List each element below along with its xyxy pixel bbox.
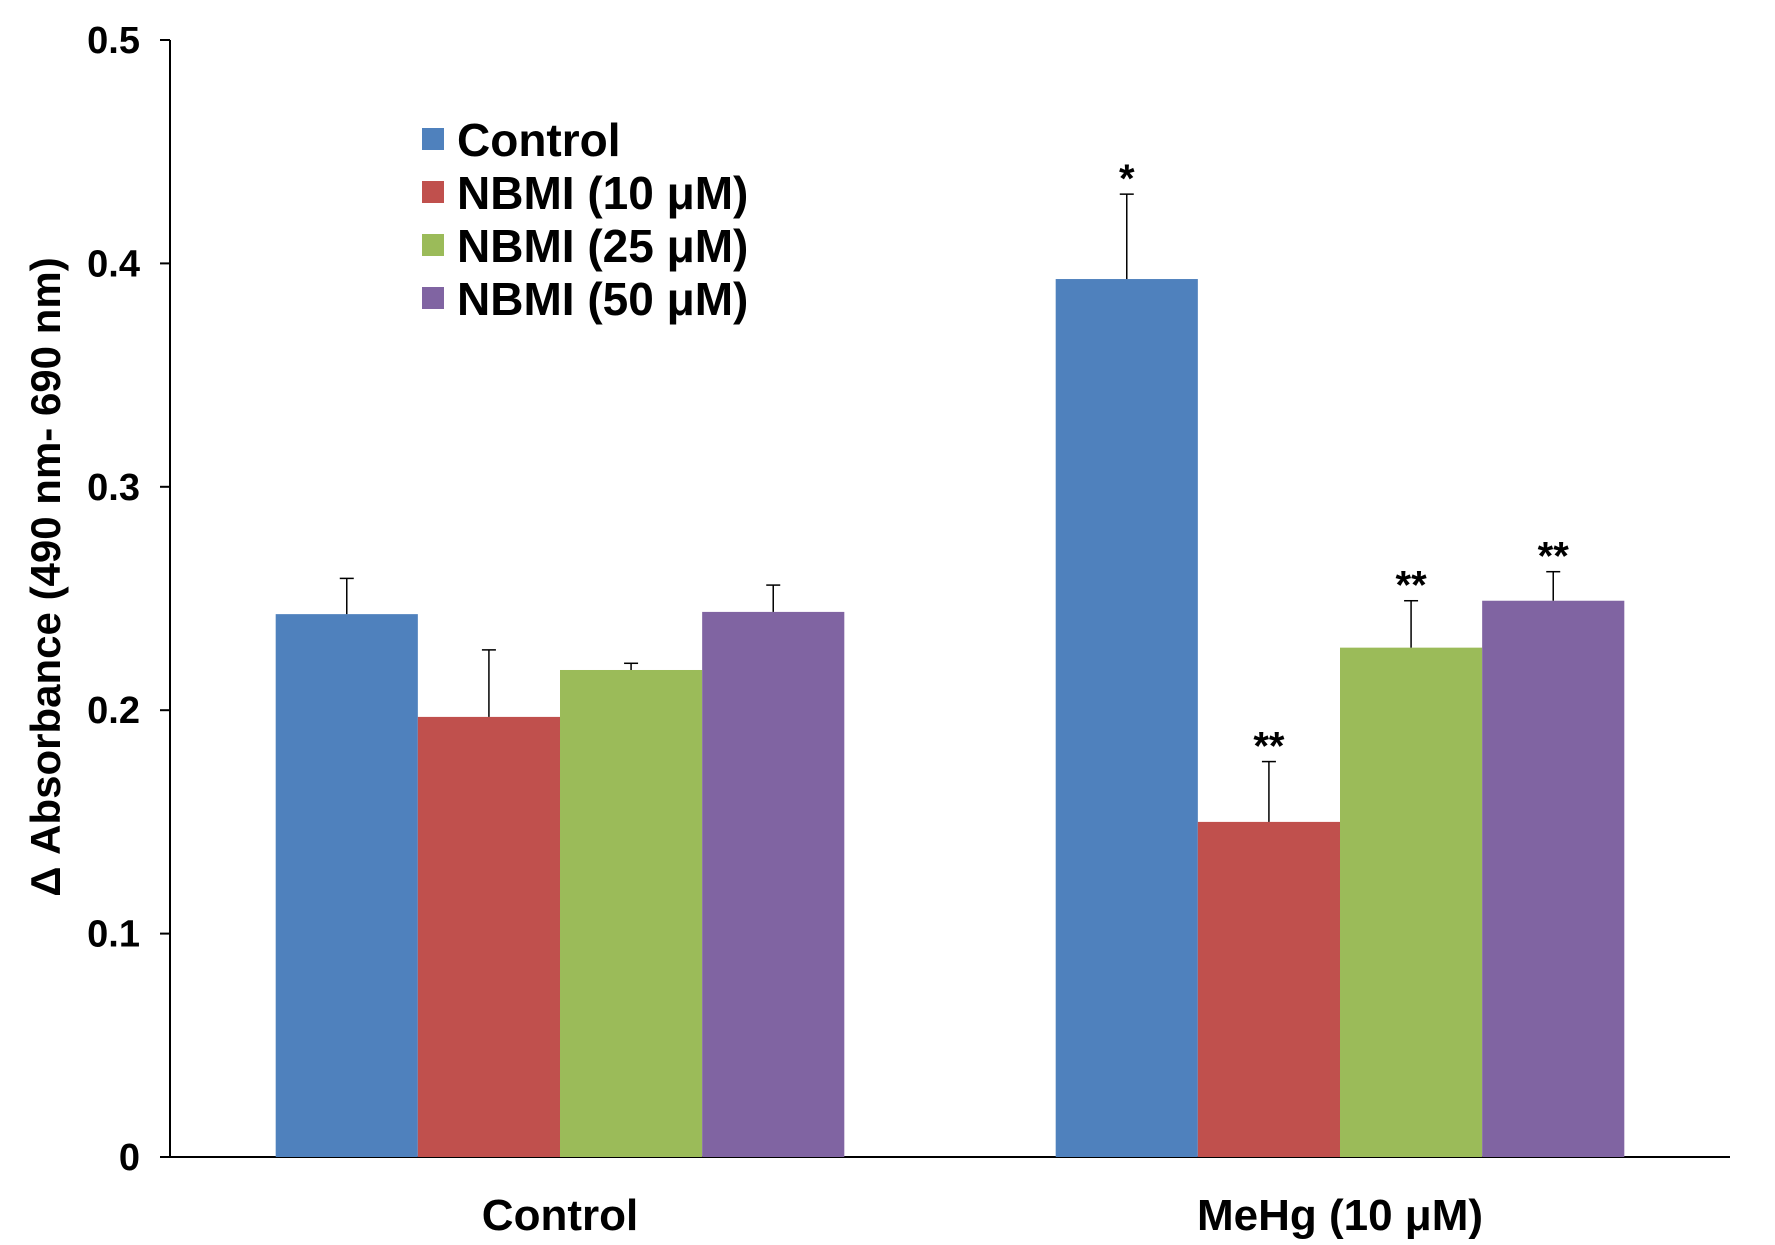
significance-label: ** <box>1538 535 1570 579</box>
y-tick-label: 0.5 <box>87 20 140 62</box>
y-tick-label: 0.1 <box>87 914 140 956</box>
x-tick-label: MeHg (10 μM) <box>1197 1191 1483 1240</box>
legend-label: NBMI (50 μM) <box>457 273 748 325</box>
y-tick-label: 0 <box>119 1137 140 1179</box>
bar <box>702 611 845 1157</box>
y-tick-label: 0.4 <box>87 243 140 285</box>
x-tick-label: Control <box>482 1191 638 1240</box>
bar <box>1340 647 1483 1157</box>
significance-label: * <box>1119 157 1135 201</box>
legend-swatch <box>422 234 444 256</box>
legend-label: Control <box>457 114 621 166</box>
bar <box>417 716 560 1157</box>
tick-labels: 0 0.1 0.2 0.3 0.4 0.5 Control MeHg (10 μM) <box>87 20 1483 1240</box>
significance-label: ** <box>1253 725 1285 769</box>
legend-label: NBMI (25 μM) <box>457 220 748 272</box>
legend-label: NBMI (10 μM) <box>457 167 748 219</box>
significance-markers: ******* <box>1119 157 1569 768</box>
bar <box>560 669 703 1157</box>
y-tick-label: 0.3 <box>87 467 140 509</box>
y-tick-label: 0.2 <box>87 690 140 732</box>
bar <box>1482 600 1625 1157</box>
bars-group <box>275 279 1625 1158</box>
legend-swatch <box>422 287 444 309</box>
bar <box>1197 821 1340 1157</box>
bar <box>1055 279 1198 1158</box>
legend-swatch <box>422 128 444 150</box>
bar <box>275 614 418 1157</box>
significance-label: ** <box>1396 564 1428 608</box>
y-axis-title: Δ Absorbance (490 nm- 690 nm) <box>22 257 69 896</box>
error-bars-group <box>339 193 1561 822</box>
legend-swatch <box>422 181 444 203</box>
